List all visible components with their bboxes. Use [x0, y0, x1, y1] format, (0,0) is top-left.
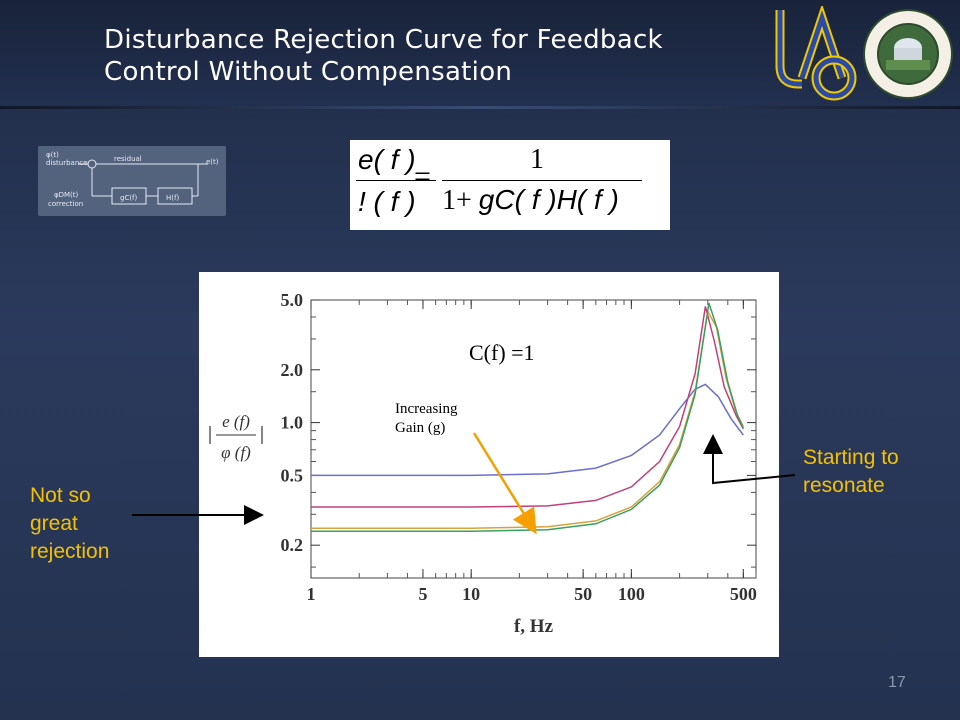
- y-tick-label: 1.0: [281, 413, 304, 433]
- slide-title: Disturbance Rejection Curve for Feedback…: [104, 24, 724, 88]
- gain-annotation-line2: Gain (g): [395, 420, 445, 436]
- not-so-great-rejection-note: Not so great rejection: [30, 484, 110, 563]
- chart-svg: 1 5 10 50 100 500 0.2 0.5 1.0 2.0 5.0 C(f) =1 Inc…: [209, 290, 757, 637]
- diagram-block2-label: H(f): [166, 194, 179, 202]
- diagram-block1-label: gC(f): [120, 194, 138, 202]
- series-layer: [311, 302, 744, 533]
- equation-equals: =: [414, 160, 431, 193]
- x-axis-label: f, Hz: [514, 616, 554, 637]
- equation-lhs-numerator: e( f ): [358, 144, 416, 175]
- diagram-correction-label: φDM(t): [54, 191, 79, 199]
- x-tick-label: 100: [618, 584, 645, 604]
- x-tick-label: 500: [730, 584, 757, 604]
- y-tick-label: 0.5: [281, 465, 304, 485]
- diagram-correction-sublabel: correction: [48, 200, 83, 208]
- equation-lhs-fraction-bar: [356, 180, 436, 181]
- x-tick-label: 10: [462, 584, 480, 604]
- plot-annotation: C(f) =1: [469, 340, 535, 365]
- equation-lhs-denominator: ! ( f ): [358, 186, 416, 217]
- uc-lao-logo-icon: [772, 3, 860, 102]
- transfer-function-equation: e( f ) ! ( f ) = 1 1+ gC( f )H( f ): [350, 140, 670, 230]
- y-tick-label: 5.0: [281, 290, 304, 310]
- equation-rhs-fraction-bar: [442, 180, 642, 181]
- x-tick-label: 50: [574, 584, 592, 604]
- slide-title-line-2: Control Without Compensation: [104, 57, 513, 87]
- equation-rhs-denominator-post: ( f ): [576, 184, 619, 215]
- disturbance-rejection-chart: 1 5 10 50 100 500 0.2 0.5 1.0 2.0 5.0 C(f) =1 Inc…: [199, 272, 779, 657]
- equation-rhs-denominator-mid: gC( f )H: [478, 184, 577, 215]
- feedback-block-diagram: φ(t) disturbance residual e(t) φDM(t) co…: [38, 146, 226, 216]
- starting-to-resonate-note: Starting to resonate: [803, 446, 899, 497]
- lick-observatory-seal-icon: [862, 8, 954, 100]
- gain-annotation-line1: Increasing: [395, 401, 458, 417]
- y-axis-label-denominator: φ (f): [221, 443, 251, 462]
- x-axis-ticks: 1 5 10 50 100 500: [307, 300, 757, 604]
- diagram-output-label: e(t): [206, 158, 219, 166]
- page-number: 17: [888, 674, 906, 691]
- y-axis-ticks: 0.2 0.5 1.0 2.0 5.0: [281, 290, 756, 568]
- y-tick-label: 0.2: [281, 535, 304, 555]
- diagram-residual-label: residual: [114, 155, 142, 163]
- slide-title-line-1: Disturbance Rejection Curve for Feedback: [104, 25, 663, 55]
- y-axis-label-numerator: e (f): [222, 412, 250, 431]
- equation-rhs-denominator: 1+ gC( f )H( f ): [442, 184, 619, 217]
- series-line-3: [311, 309, 744, 529]
- diagram-input-label: φ(t): [46, 151, 59, 159]
- series-line-4: [311, 302, 744, 533]
- x-tick-label: 1: [307, 584, 316, 604]
- y-tick-label: 2.0: [281, 360, 304, 380]
- equation-rhs-denominator-pre: 1+: [442, 185, 479, 216]
- x-tick-label: 5: [418, 584, 427, 604]
- y-axis-label: e (f) φ (f): [209, 412, 263, 462]
- title-divider: [0, 106, 960, 109]
- equation-rhs-numerator: 1: [530, 144, 544, 175]
- series-line-2: [311, 306, 744, 508]
- diagram-input-sublabel: disturbance: [46, 159, 87, 167]
- title-bar: [0, 0, 960, 108]
